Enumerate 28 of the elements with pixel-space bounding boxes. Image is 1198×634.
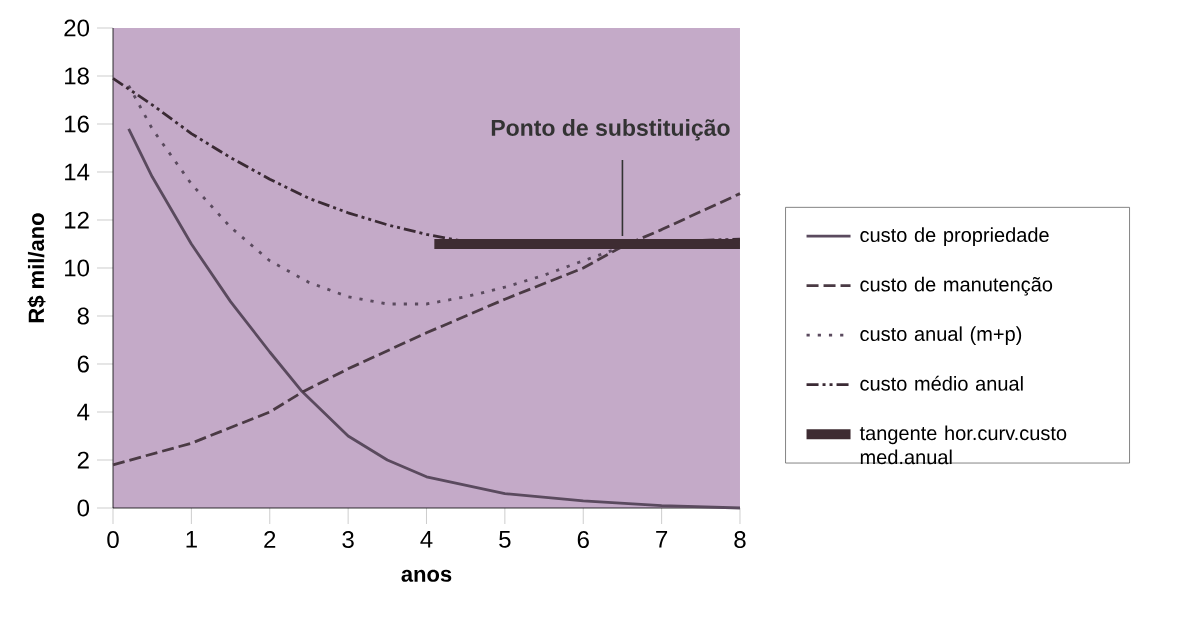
x-tick-label: 2 — [264, 531, 276, 548]
y-tick-label: 8 — [77, 307, 89, 325]
y-tick-label: 2 — [77, 451, 89, 469]
y-tick-label: 12 — [65, 211, 89, 229]
x-tick-label: 1 — [186, 531, 197, 548]
y-tick-label: 14 — [65, 163, 90, 181]
x-tick-label: 0 — [107, 531, 119, 549]
x-axis-title: anos — [401, 569, 452, 582]
legend-label: custo médio anual — [860, 375, 1023, 391]
legend-label: custo anual (m+p) — [860, 326, 1022, 345]
x-tick-label: 6 — [577, 531, 589, 549]
y-tick-label: 20 — [64, 19, 90, 37]
x-tick-label: 4 — [420, 531, 433, 548]
legend-label: tangente hor.curv.custo med.anual — [859, 425, 1067, 465]
y-tick-label: 0 — [77, 499, 90, 517]
y-axis-title: R$ mil/ano — [27, 213, 46, 323]
y-tick-label: 18 — [65, 67, 89, 85]
annotation: Ponto de substituição — [491, 119, 730, 141]
x-tick-label: 5 — [499, 531, 511, 548]
y-tick-label: 16 — [65, 115, 89, 133]
x-tick-label: 8 — [734, 531, 746, 549]
x-tick-label: 7 — [656, 531, 668, 548]
y-tick-label: 10 — [65, 259, 90, 277]
legend-label: custo de manutenção — [860, 276, 1053, 296]
legend-label: custo de propriedade — [860, 227, 1049, 246]
x-tick-label: 3 — [342, 531, 354, 549]
y-tick-label: 4 — [77, 403, 90, 421]
y-tick-label: 6 — [77, 355, 89, 373]
